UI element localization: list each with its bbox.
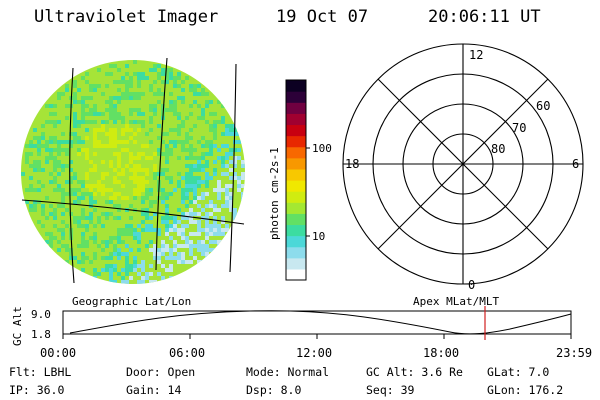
colorbar-cell (286, 246, 306, 259)
geographic-caption: Geographic Lat/Lon (72, 295, 191, 308)
date-label: 19 Oct 07 (276, 7, 369, 27)
colorbar-cell (286, 157, 306, 170)
colorbar-cell (286, 135, 306, 148)
altitude-curve (69, 310, 572, 335)
mlt-label-6: 6 (572, 157, 579, 171)
colorbar-cell (286, 202, 306, 214)
info-seq: Seq: 39 (366, 383, 415, 397)
mlt-label-18: 18 (345, 157, 359, 171)
time-label: 20:06:11 UT (428, 7, 541, 27)
colorbar-cell (286, 113, 306, 126)
lat-label-60: 60 (536, 99, 550, 113)
colorbar-cell (286, 180, 306, 192)
colorbar-cell (286, 146, 306, 159)
longitude-line (229, 63, 237, 273)
altitude-tick-top: 9.0 (31, 308, 51, 321)
time-tick-1: 06:00 (169, 346, 205, 360)
info-ip: IP: 36.0 (9, 383, 65, 397)
info-gc-alt: GC Alt: 3.6 Re (366, 365, 463, 379)
lat-label-70: 70 (512, 121, 526, 135)
colorbar-unit-label: photon cm-2s-1 (268, 147, 281, 240)
auroral-image (21, 57, 245, 284)
info-gain: Gain: 14 (126, 383, 182, 397)
info-glon: GLon: 176.2 (487, 383, 564, 397)
time-tick-2: 12:00 (296, 346, 332, 360)
time-tick-3: 18:00 (423, 346, 459, 360)
altitude-axis-label: GC Alt (11, 306, 24, 346)
colorbar-tick-100: 100 (312, 142, 332, 155)
colorbar-cell (286, 213, 306, 226)
colorbar-cell (286, 124, 306, 137)
altitude-tick-bottom: 1.8 (31, 328, 51, 341)
mlt-label-12: 12 (469, 48, 483, 62)
colorbar-cell (286, 191, 306, 203)
altitude-panel: GC Alt 9.0 1.8 Geographic Lat/Lon Apex M… (11, 295, 592, 360)
colorbar-cell (286, 80, 306, 92)
app-title: Ultraviolet Imager (34, 7, 219, 27)
colorbar-cell (286, 257, 306, 270)
colorbar-cell (286, 91, 306, 103)
colorbar-cell (286, 268, 306, 281)
colorbar-cell (286, 168, 306, 181)
polar-plot (342, 43, 584, 285)
time-tick-4: 23:59 (556, 346, 592, 360)
mlt-label-0: 0 (468, 278, 475, 292)
info-filter: Flt: LBHL (9, 365, 72, 379)
info-glat: GLat: 7.0 (487, 365, 550, 379)
longitude-line (69, 67, 75, 284)
longitude-line (155, 57, 168, 271)
info-door: Door: Open (126, 365, 196, 379)
colorbar-cell (286, 235, 306, 248)
info-mode: Mode: Normal (246, 365, 330, 379)
colorbar-tick-10: 10 (312, 230, 325, 243)
time-tick-0: 00:00 (40, 346, 76, 360)
info-dsp: Dsp: 8.0 (246, 383, 302, 397)
latitude-line (21, 199, 245, 225)
colorbar-cell (286, 102, 306, 114)
lat-label-80: 80 (491, 142, 505, 156)
colorbar-cell (286, 224, 306, 237)
colorbar: 100 10 photon cm-2s-1 (268, 79, 332, 281)
apex-caption: Apex MLat/MLT (413, 295, 499, 308)
